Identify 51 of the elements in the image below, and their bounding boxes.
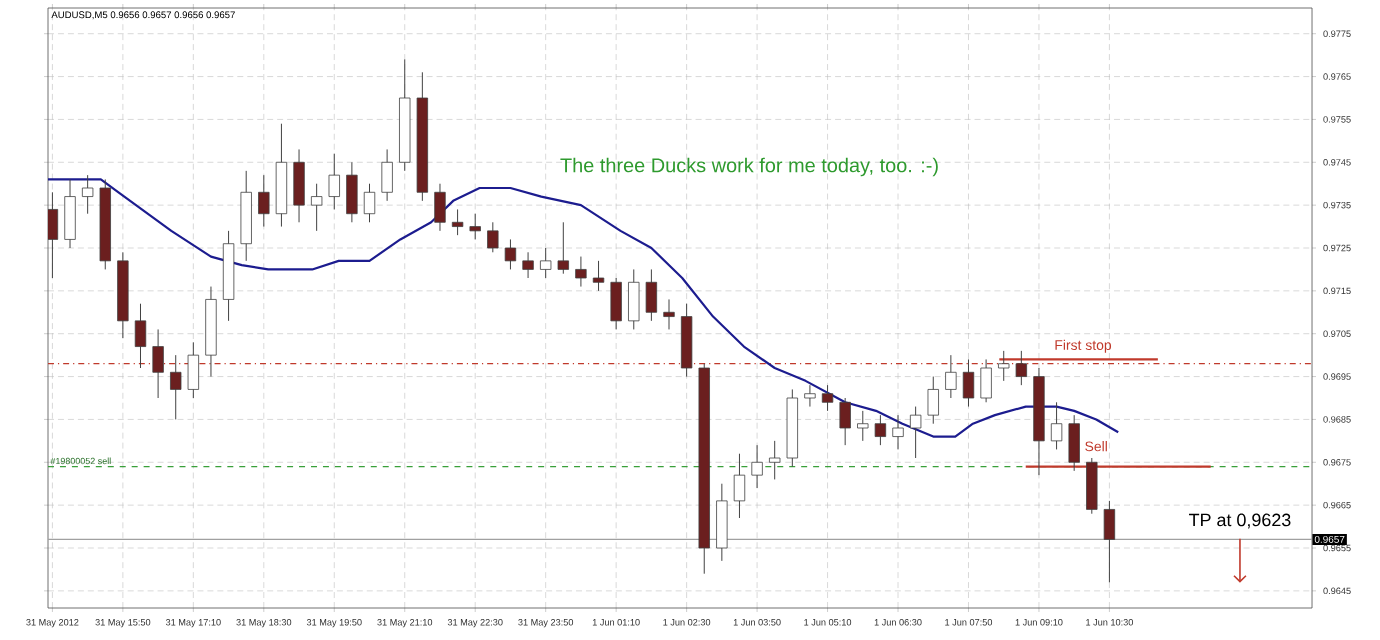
candlestick bbox=[839, 397, 851, 446]
candlestick bbox=[1015, 350, 1028, 386]
candlestick bbox=[434, 183, 446, 232]
candlestick bbox=[998, 350, 1010, 382]
annotation: The three Ducks work for me today, too. :-) bbox=[560, 157, 938, 177]
candlestick bbox=[821, 384, 834, 412]
candlestick bbox=[487, 221, 499, 253]
candlestick bbox=[663, 298, 675, 330]
candlestick bbox=[769, 440, 781, 480]
candlestick bbox=[927, 376, 939, 425]
candlestick bbox=[980, 358, 992, 403]
candlestick bbox=[628, 268, 640, 330]
candlestick bbox=[1103, 500, 1116, 583]
candlestick bbox=[733, 453, 746, 519]
candlestick bbox=[592, 260, 605, 292]
candlestick bbox=[381, 148, 393, 202]
candlestick bbox=[258, 174, 270, 228]
candlestick bbox=[645, 268, 658, 322]
candlestick bbox=[1050, 401, 1063, 450]
candlestick bbox=[363, 183, 376, 223]
candlestick bbox=[170, 354, 182, 420]
candlestick bbox=[539, 247, 552, 279]
candlestick bbox=[346, 161, 358, 223]
candlestick bbox=[1068, 414, 1080, 472]
candlestick bbox=[1086, 457, 1098, 515]
candlestick bbox=[81, 174, 94, 215]
line-series bbox=[48, 178, 1120, 438]
candlestick bbox=[892, 414, 904, 450]
candlestick bbox=[293, 148, 305, 223]
candlestick bbox=[610, 277, 622, 330]
candlestick bbox=[522, 251, 534, 279]
candlestick bbox=[804, 384, 816, 408]
candlestick bbox=[504, 238, 517, 270]
candlestick bbox=[64, 178, 76, 249]
candlestick bbox=[187, 341, 200, 399]
candlestick bbox=[716, 483, 728, 562]
candlestick bbox=[152, 328, 164, 399]
candlestick bbox=[469, 213, 481, 240]
candlestick bbox=[310, 183, 323, 232]
candlestick bbox=[134, 303, 147, 369]
annotation: TP at 0,9623 bbox=[1189, 513, 1291, 529]
candlestick bbox=[751, 444, 763, 489]
candlestick bbox=[874, 414, 887, 446]
candlestick bbox=[575, 256, 587, 288]
candlestick bbox=[857, 410, 869, 442]
candlestick bbox=[962, 358, 975, 408]
candlestick bbox=[557, 221, 569, 275]
candlestick bbox=[909, 406, 922, 459]
candlestick bbox=[945, 354, 957, 399]
candlestick bbox=[328, 153, 340, 210]
candlestick bbox=[451, 208, 464, 236]
